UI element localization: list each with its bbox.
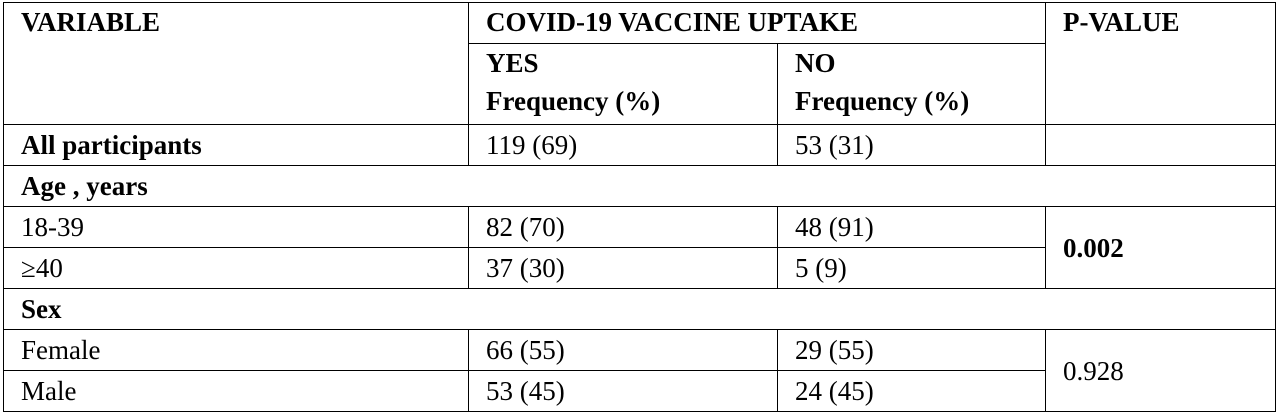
cell: 66 (55) xyxy=(468,329,778,371)
cell: 48 (91) xyxy=(776,206,1047,248)
section-row: Sex xyxy=(2,288,1277,330)
header-cell: COVID-19 VACCINE UPTAKE xyxy=(467,2,1047,44)
row: Female 66 (55) 29 (55) 0.928 xyxy=(3,329,1277,412)
row: Male 53 (45) 24 (45) xyxy=(3,370,1276,412)
cell: 82 (70) xyxy=(468,206,778,248)
cell: Male xyxy=(3,370,469,412)
header-cell: P-VALUE xyxy=(1045,2,1277,125)
header-cell: NO Frequency (%) xyxy=(776,43,1047,125)
header-text: NO xyxy=(795,48,836,78)
section-title: Sex xyxy=(2,288,1277,330)
cell: 24 (45) xyxy=(776,370,1047,412)
section-row: Age , years xyxy=(2,165,1277,207)
cell: 29 (55) xyxy=(776,329,1047,371)
row: All participants 119 (69) 53 (31) xyxy=(3,124,1277,166)
cell: 119 (69) xyxy=(468,124,778,166)
cell xyxy=(1045,124,1277,166)
cell: Female xyxy=(3,329,469,371)
header-cell: VARIABLE xyxy=(3,2,469,125)
p-value: 0.928 xyxy=(1045,329,1277,412)
header-row: VARIABLE COVID-19 VACCINE UPTAKE P-VALUE xyxy=(3,2,1277,125)
cell: All participants xyxy=(3,124,469,166)
cell: 53 (45) xyxy=(468,370,778,412)
cell: 5 (9) xyxy=(776,247,1047,289)
header-cell: YES Frequency (%) xyxy=(468,43,778,125)
p-value: 0.002 xyxy=(1045,206,1277,289)
cell: 18-39 xyxy=(3,206,469,248)
cell: ≥40 xyxy=(3,247,469,289)
cell: 37 (30) xyxy=(468,247,778,289)
cell: 53 (31) xyxy=(776,124,1047,166)
header-text: Frequency (%) xyxy=(795,86,970,116)
header-text: Frequency (%) xyxy=(486,86,661,116)
row: 18-39 82 (70) 48 (91) 0.002 xyxy=(3,206,1277,289)
section-title: Age , years xyxy=(2,165,1277,207)
header-text: YES xyxy=(486,48,539,78)
row: ≥40 37 (30) 5 (9) xyxy=(3,247,1276,289)
